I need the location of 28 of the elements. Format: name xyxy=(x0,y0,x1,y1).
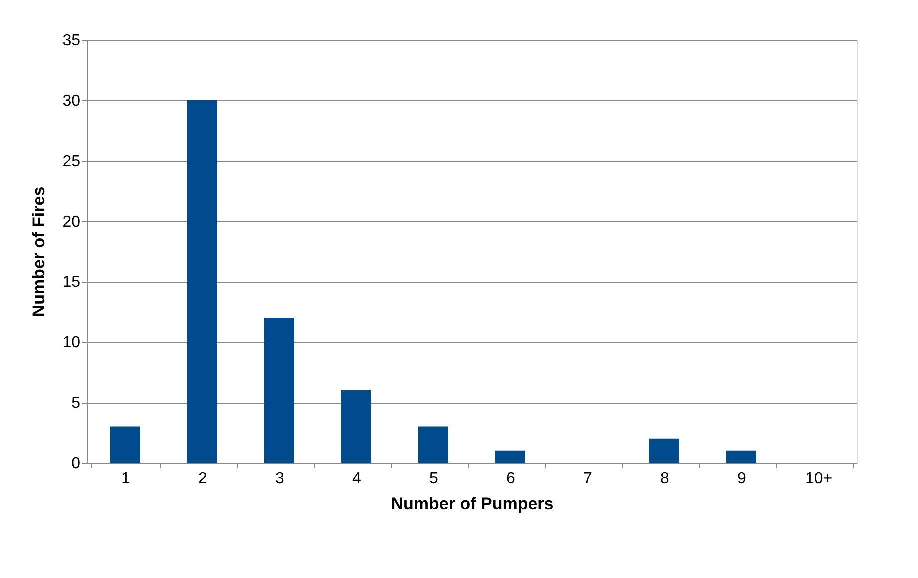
bar xyxy=(264,318,294,463)
y-tick-label: 5 xyxy=(72,395,81,412)
x-tick-label: 5 xyxy=(430,470,439,488)
x-tick-label: 9 xyxy=(738,470,747,488)
bar xyxy=(418,426,448,463)
x-tick-label: 6 xyxy=(506,470,516,488)
x-tick-label: 1 xyxy=(122,470,131,488)
x-tick-label: 7 xyxy=(584,470,593,488)
y-tick-label: 0 xyxy=(72,456,81,472)
y-tick-label: 30 xyxy=(62,92,81,110)
x-tick-label: 4 xyxy=(352,470,362,488)
x-tick-label: 8 xyxy=(660,470,670,488)
bar xyxy=(110,426,140,463)
bar xyxy=(726,450,756,463)
y-tick-label: 20 xyxy=(62,214,81,231)
bar xyxy=(496,450,526,463)
x-axis-title: Number of Pumpers xyxy=(391,494,554,514)
x-tick-label: 3 xyxy=(276,470,285,488)
x-tick-label: 10+ xyxy=(805,470,833,488)
y-tick-label: 15 xyxy=(62,274,81,292)
x-tick-label: 2 xyxy=(198,470,208,488)
y-tick-label: 25 xyxy=(62,153,81,170)
y-axis-title: Number of Fires xyxy=(30,186,49,318)
y-tick-label: 35 xyxy=(62,32,81,50)
bar xyxy=(650,438,680,463)
bar xyxy=(342,390,372,463)
y-tick-label: 10 xyxy=(62,334,81,352)
bar xyxy=(188,100,218,463)
